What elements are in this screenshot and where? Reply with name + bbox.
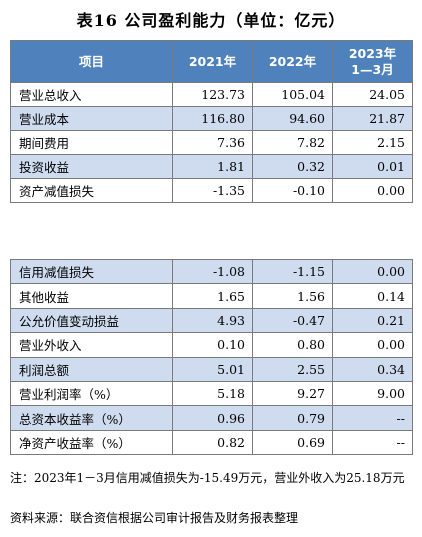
table-row: 其他收益 1.65 1.56 0.14 — [10, 283, 413, 309]
cell-2022: 1.56 — [252, 283, 333, 309]
row-label: 总资本收益率（%） — [10, 405, 173, 431]
row-label: 公允价值变动损益 — [10, 307, 173, 334]
table-title: 表16 公司盈利能力（单位：亿元） — [76, 11, 346, 30]
cell-2022: 0.69 — [252, 429, 333, 456]
cell-2021: 7.36 — [172, 130, 253, 155]
cell-2023: 0.01 — [332, 154, 413, 179]
table-row: 总资本收益率（%） 0.96 0.79 -- — [10, 405, 413, 431]
cell-2022: 105.04 — [252, 82, 333, 107]
table-row: 净资产收益率（%） 0.82 0.69 -- — [10, 429, 413, 456]
cell-2021: -1.08 — [172, 258, 253, 285]
row-label: 营业成本 — [10, 106, 173, 131]
cell-2021: 5.18 — [172, 380, 253, 407]
cell-2021: 0.10 — [172, 332, 253, 358]
cell-2021: 4.93 — [172, 307, 253, 334]
cell-2022: -0.47 — [252, 307, 333, 334]
cell-2021: 1.81 — [172, 154, 253, 179]
row-label: 其他收益 — [10, 283, 173, 309]
cell-2021: 116.80 — [172, 106, 253, 131]
table-row: 利润总额 5.01 2.55 0.34 — [10, 356, 413, 382]
cell-2022: -1.15 — [252, 258, 333, 285]
cell-2023: 0.34 — [332, 356, 413, 382]
cell-2023: 0.00 — [332, 178, 413, 203]
cell-2022: -0.10 — [252, 178, 333, 203]
row-label: 净资产收益率（%） — [10, 429, 173, 456]
cell-2022: 0.80 — [252, 332, 333, 358]
table-row: 投资收益 1.81 0.32 0.01 — [10, 154, 413, 179]
cell-2022: 7.82 — [252, 130, 333, 155]
row-label: 信用减值损失 — [10, 258, 173, 285]
cell-2023: -- — [332, 429, 413, 456]
cell-2022: 94.60 — [252, 106, 333, 131]
row-label: 营业总收入 — [10, 82, 173, 107]
header-item: 项目 — [10, 40, 173, 83]
header-2021: 2021年 — [172, 40, 253, 83]
cell-2022: 0.32 — [252, 154, 333, 179]
profitability-table-part2: 信用减值损失 -1.08 -1.15 0.00 其他收益 1.65 1.56 0… — [10, 258, 413, 456]
cell-2023: 2.15 — [332, 130, 413, 155]
table-row: 期间费用 7.36 7.82 2.15 — [10, 130, 413, 155]
header-2022: 2022年 — [252, 40, 333, 83]
profitability-table-part1: 项目 2021年 2022年 2023年 1—3月 营业总收入 123.73 1… — [10, 40, 413, 203]
cell-2022: 9.27 — [252, 380, 333, 407]
cell-2023: 0.21 — [332, 307, 413, 334]
table-footnote: 注：2023年1－3月信用减值损失为-15.49万元，营业外收入为25.18万元 — [10, 471, 405, 485]
table-row: 信用减值损失 -1.08 -1.15 0.00 — [10, 258, 413, 285]
header-2023-year: 2023年 — [348, 45, 397, 61]
cell-2021: 5.01 — [172, 356, 253, 382]
row-label: 投资收益 — [10, 154, 173, 179]
row-label: 资产减值损失 — [10, 178, 173, 203]
cell-2023: 0.00 — [332, 332, 413, 358]
cell-2021: -1.35 — [172, 178, 253, 203]
header-2023-period: 1—3月 — [351, 61, 394, 77]
cell-2023: 21.87 — [332, 106, 413, 131]
cell-2023: 9.00 — [332, 380, 413, 407]
header-2023-q1: 2023年 1—3月 — [332, 40, 413, 83]
cell-2023: 0.14 — [332, 283, 413, 309]
table-row: 营业总收入 123.73 105.04 24.05 — [10, 82, 413, 107]
row-label: 期间费用 — [10, 130, 173, 155]
row-label: 利润总额 — [10, 356, 173, 382]
table-header-row: 项目 2021年 2022年 2023年 1—3月 — [10, 40, 413, 83]
cell-2021: 0.82 — [172, 429, 253, 456]
table-row: 营业外收入 0.10 0.80 0.00 — [10, 332, 413, 358]
cell-2021: 0.96 — [172, 405, 253, 431]
cell-2022: 2.55 — [252, 356, 333, 382]
cell-2021: 123.73 — [172, 82, 253, 107]
table-row: 营业利润率（%） 5.18 9.27 9.00 — [10, 380, 413, 407]
table-row: 营业成本 116.80 94.60 21.87 — [10, 106, 413, 131]
cell-2023: 0.00 — [332, 258, 413, 285]
table-row: 资产减值损失 -1.35 -0.10 0.00 — [10, 178, 413, 203]
data-source: 资料来源：联合资信根据公司审计报告及财务报表整理 — [10, 511, 299, 525]
cell-2023: 24.05 — [332, 82, 413, 107]
cell-2023: -- — [332, 405, 413, 431]
cell-2021: 1.65 — [172, 283, 253, 309]
row-label: 营业利润率（%） — [10, 380, 173, 407]
cell-2022: 0.79 — [252, 405, 333, 431]
table-row: 公允价值变动损益 4.93 -0.47 0.21 — [10, 307, 413, 334]
row-label: 营业外收入 — [10, 332, 173, 358]
